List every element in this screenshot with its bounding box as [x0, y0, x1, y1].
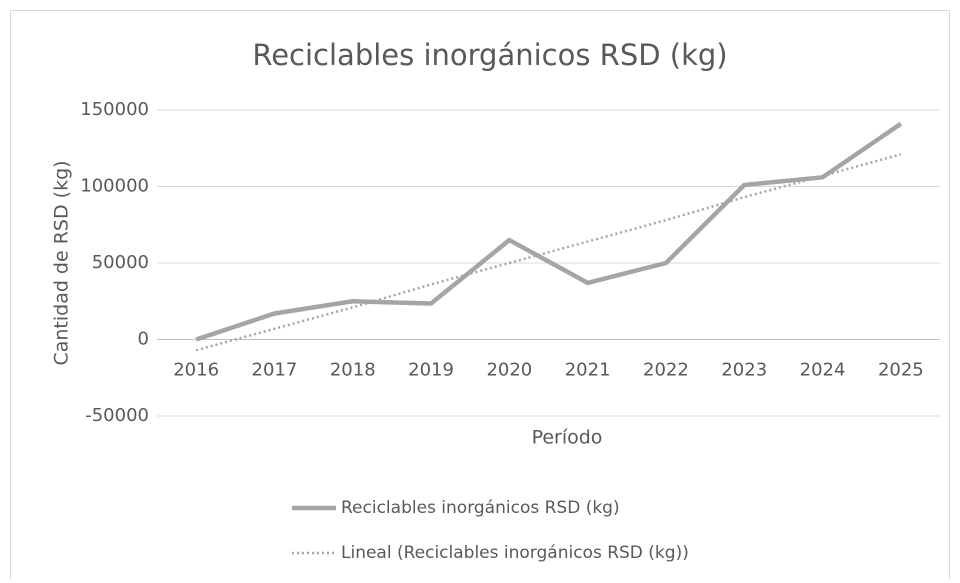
legend-label: Reciclables inorgánicos RSD (kg) [341, 498, 620, 518]
x-tick-label: 2023 [721, 360, 767, 381]
x-tick-label: 2018 [330, 360, 376, 381]
x-tick-label: 2024 [800, 360, 846, 381]
x-tick-label: 2022 [643, 360, 689, 381]
chart-border [10, 10, 950, 583]
x-tick-label: 2025 [878, 360, 924, 381]
x-axis-title: Período [532, 427, 603, 449]
x-tick-label: 2016 [173, 360, 219, 381]
legend-label: Lineal (Reciclables inorgánicos RSD (kg)… [341, 543, 689, 563]
y-tick-label: 50000 [92, 252, 149, 273]
x-tick-label: 2021 [565, 360, 611, 381]
y-tick-label: -50000 [85, 405, 149, 426]
series-line [195, 121, 903, 342]
x-tick-label: 2019 [408, 360, 454, 381]
y-axis-title: Cantidad de RSD (kg) [51, 160, 73, 365]
x-tick-label: 2017 [252, 360, 298, 381]
x-tick-label: 2020 [486, 360, 532, 381]
y-tick-label: 150000 [80, 99, 149, 120]
series-line [195, 153, 902, 352]
chart-title: Reciclables inorgánicos RSD (kg) [252, 38, 727, 72]
y-tick-label: 100000 [80, 176, 149, 197]
y-tick-label: 0 [138, 329, 149, 350]
